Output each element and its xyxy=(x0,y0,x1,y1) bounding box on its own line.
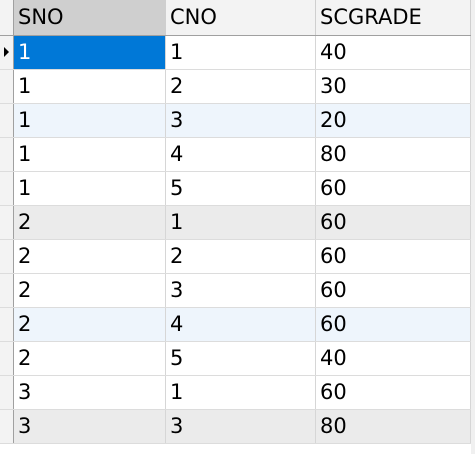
cell-cno[interactable]: 1 xyxy=(166,376,316,409)
cell-scgrade[interactable]: 80 xyxy=(316,410,471,443)
cell-cno[interactable]: 2 xyxy=(166,240,316,273)
cell-scgrade[interactable]: 60 xyxy=(316,308,471,341)
cell-cno[interactable]: 5 xyxy=(166,342,316,375)
cell-scgrade[interactable]: 80 xyxy=(316,138,471,171)
row-indicator[interactable] xyxy=(0,138,14,171)
right-edge xyxy=(471,0,475,454)
cell-cno[interactable]: 5 xyxy=(166,172,316,205)
row-indicator[interactable] xyxy=(0,240,14,273)
cell-cno[interactable]: 2 xyxy=(166,70,316,103)
cell-scgrade[interactable]: 60 xyxy=(316,206,471,239)
cell-cno[interactable]: 3 xyxy=(166,410,316,443)
table-row[interactable]: 2 4 60 xyxy=(0,308,471,342)
row-indicator[interactable] xyxy=(0,308,14,341)
table-row[interactable]: 1 3 20 xyxy=(0,104,471,138)
row-indicator[interactable] xyxy=(0,172,14,205)
table-row[interactable]: 1 4 80 xyxy=(0,138,471,172)
grid-rows: 1 1 40 1 2 30 1 3 20 1 4 80 1 5 60 xyxy=(0,36,471,444)
cell-scgrade[interactable]: 60 xyxy=(316,274,471,307)
cell-scgrade[interactable]: 60 xyxy=(316,172,471,205)
cell-cno[interactable]: 3 xyxy=(166,274,316,307)
cell-sno[interactable]: 1 xyxy=(14,36,166,69)
cell-sno[interactable]: 2 xyxy=(14,240,166,273)
cell-cno[interactable]: 4 xyxy=(166,138,316,171)
cell-scgrade[interactable]: 60 xyxy=(316,376,471,409)
cell-cno[interactable]: 1 xyxy=(166,36,316,69)
cell-sno[interactable]: 3 xyxy=(14,410,166,443)
row-indicator[interactable] xyxy=(0,104,14,137)
cell-sno[interactable]: 1 xyxy=(14,70,166,103)
cell-scgrade[interactable]: 40 xyxy=(316,342,471,375)
column-header-cno[interactable]: CNO xyxy=(166,0,316,35)
table-row[interactable]: 1 2 30 xyxy=(0,70,471,104)
table-row[interactable]: 2 5 40 xyxy=(0,342,471,376)
column-header-sno[interactable]: SNO xyxy=(14,0,166,35)
cell-cno[interactable]: 3 xyxy=(166,104,316,137)
row-indicator[interactable] xyxy=(0,342,14,375)
row-indicator[interactable] xyxy=(0,70,14,103)
cell-sno[interactable]: 1 xyxy=(14,138,166,171)
cell-scgrade[interactable]: 60 xyxy=(316,240,471,273)
row-indicator-header[interactable] xyxy=(0,0,14,35)
table-row[interactable]: 3 3 80 xyxy=(0,410,471,444)
row-indicator[interactable] xyxy=(0,410,14,443)
cell-cno[interactable]: 4 xyxy=(166,308,316,341)
table-row[interactable]: 3 1 60 xyxy=(0,376,471,410)
cell-sno[interactable]: 1 xyxy=(14,172,166,205)
cell-sno[interactable]: 2 xyxy=(14,206,166,239)
cell-sno[interactable]: 1 xyxy=(14,104,166,137)
row-indicator[interactable] xyxy=(0,274,14,307)
table-row[interactable]: 1 1 40 xyxy=(0,36,471,70)
cell-sno[interactable]: 2 xyxy=(14,308,166,341)
table-row[interactable]: 2 2 60 xyxy=(0,240,471,274)
grid-header: SNO CNO SCGRADE xyxy=(0,0,471,36)
cell-scgrade[interactable]: 20 xyxy=(316,104,471,137)
cell-sno[interactable]: 3 xyxy=(14,376,166,409)
cell-sno[interactable]: 2 xyxy=(14,274,166,307)
cell-scgrade[interactable]: 40 xyxy=(316,36,471,69)
cell-scgrade[interactable]: 30 xyxy=(316,70,471,103)
table-row[interactable]: 2 3 60 xyxy=(0,274,471,308)
cell-sno[interactable]: 2 xyxy=(14,342,166,375)
current-row-arrow-icon xyxy=(4,47,9,57)
table-row[interactable]: 1 5 60 xyxy=(0,172,471,206)
row-indicator[interactable] xyxy=(0,206,14,239)
table-row[interactable]: 2 1 60 xyxy=(0,206,471,240)
row-indicator[interactable] xyxy=(0,376,14,409)
column-header-scgrade[interactable]: SCGRADE xyxy=(316,0,471,35)
row-indicator[interactable] xyxy=(0,36,14,69)
cell-cno[interactable]: 1 xyxy=(166,206,316,239)
